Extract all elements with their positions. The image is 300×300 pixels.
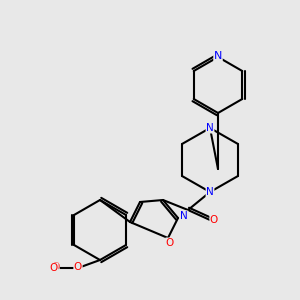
- Text: O: O: [50, 263, 58, 273]
- Text: N: N: [214, 51, 222, 61]
- Text: O: O: [166, 238, 174, 248]
- Text: O: O: [74, 262, 82, 272]
- Text: N: N: [206, 123, 214, 133]
- Text: O: O: [51, 262, 59, 272]
- Text: N: N: [180, 211, 188, 221]
- Text: N: N: [206, 187, 214, 197]
- Text: O: O: [210, 215, 218, 225]
